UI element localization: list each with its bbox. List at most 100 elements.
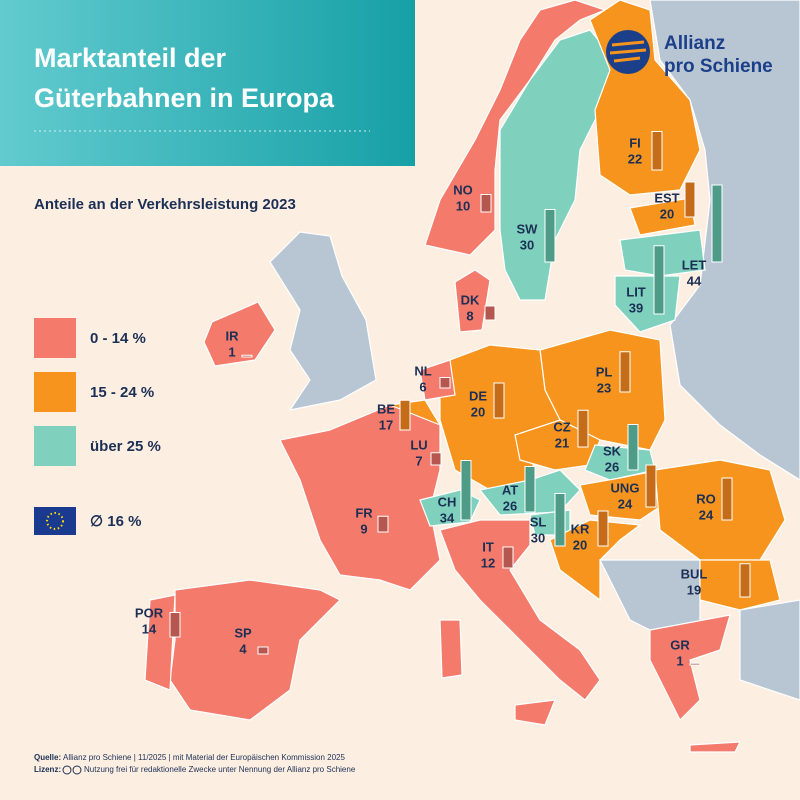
value-bar (480, 194, 492, 213)
country-value: 9 (360, 521, 367, 536)
country-value: 10 (456, 198, 470, 213)
country-code: CZ (553, 419, 570, 434)
legend-swatch (34, 372, 76, 412)
country-code: LIT (626, 284, 646, 299)
country-code: IR (226, 328, 240, 343)
country-value: 22 (628, 151, 642, 166)
value-bar (684, 181, 696, 218)
eu-flag (34, 507, 76, 535)
country-values: NO10SW30FI22EST20LET44LIT39DK8IR1NL6PL23… (135, 131, 751, 668)
title-line: Marktanteil der (34, 43, 227, 73)
country-code: KR (571, 521, 590, 536)
country-value: 21 (555, 435, 569, 450)
country-value: 44 (687, 273, 702, 288)
country-code: NO (453, 182, 473, 197)
country-code: CH (438, 494, 457, 509)
country-value: 34 (440, 510, 455, 525)
value-bar (493, 382, 505, 419)
header-panel (0, 0, 415, 166)
logo-stripes (609, 40, 647, 63)
legend-swatch (34, 318, 76, 358)
country-value: 7 (415, 453, 422, 468)
country-code: DE (469, 388, 487, 403)
country-value: 20 (573, 537, 587, 552)
value-bar (711, 184, 723, 263)
country-code: GR (670, 637, 690, 652)
value-bar (460, 460, 472, 521)
value-bar (241, 354, 253, 358)
country-code: FI (629, 135, 641, 150)
value-bar (484, 305, 496, 321)
country-value: 24 (618, 496, 633, 511)
subtitle: Anteile an der Verkehrsleistung 2023 (34, 196, 296, 213)
country-code: SP (234, 625, 252, 640)
value-bar (439, 377, 451, 389)
country-code: BE (377, 401, 395, 416)
country-value: 6 (419, 379, 426, 394)
license: Nutzung frei für redaktionelle Zwecke un… (84, 765, 356, 774)
value-bar (651, 131, 663, 171)
eu-average: ∅ 16 % (90, 513, 141, 530)
value-bar (377, 515, 389, 533)
country-code: NL (414, 363, 431, 378)
country-value: 26 (503, 498, 517, 513)
title-line: Güterbahnen in Europa (34, 83, 335, 113)
country-code: SL (530, 514, 547, 529)
value-bar (502, 546, 514, 569)
legend: ∅ 16 % 0 - 14 % 15 - 24 % über 25 % (34, 318, 161, 535)
value-bar (619, 351, 631, 393)
value-bar (169, 612, 181, 638)
country-value: 39 (629, 300, 643, 315)
country-code: AT (502, 482, 518, 497)
country-value: 1 (676, 653, 683, 668)
value-bar (653, 245, 665, 315)
country-value: 1 (228, 344, 235, 359)
country-code: PL (596, 364, 613, 379)
value-bar (430, 452, 442, 466)
country-code: FR (355, 505, 373, 520)
source-label: Quelle: (34, 753, 61, 762)
country-code: LET (682, 257, 707, 272)
value-bar (645, 464, 657, 508)
country-value: 4 (239, 641, 247, 656)
cc-icon (62, 765, 72, 775)
country-code: UNG (611, 480, 640, 495)
country-value: 17 (379, 417, 393, 432)
country-code: SK (603, 443, 622, 458)
value-bar (544, 209, 556, 263)
country-value: 26 (605, 459, 619, 474)
country-value: 20 (660, 206, 674, 221)
country-value: 12 (481, 555, 495, 570)
legend-label: 15 - 24 % (90, 384, 154, 401)
country-code: SW (517, 221, 539, 236)
country-code: POR (135, 605, 164, 620)
legend-label: über 25 % (90, 438, 161, 455)
by-icon (72, 765, 82, 775)
country-code: LU (410, 437, 427, 452)
legend-swatch (34, 426, 76, 466)
country-value: 8 (466, 308, 473, 323)
country-code: EST (654, 190, 679, 205)
value-bar (399, 399, 411, 431)
source: Allianz pro Schiene | 11/2025 | mit Mate… (63, 753, 345, 762)
country-value: 19 (687, 582, 701, 597)
country-value: 14 (142, 621, 157, 636)
value-bar (721, 477, 733, 521)
logo-text: Allianz (664, 33, 725, 54)
value-bar (257, 646, 269, 655)
country-value: 23 (597, 380, 611, 395)
value-bar (524, 466, 536, 513)
logo: Allianz pro Schiene (606, 30, 773, 77)
country-value: 20 (471, 404, 485, 419)
country-value: 24 (699, 507, 714, 522)
value-bar (689, 662, 701, 666)
value-bar (554, 493, 566, 547)
eu-stars (46, 512, 64, 530)
legend-label: 0 - 14 % (90, 330, 146, 347)
country-code: IT (482, 539, 494, 554)
value-bar (597, 510, 609, 547)
value-bar (739, 563, 751, 598)
country-code: RO (696, 491, 716, 506)
value-bar (627, 424, 639, 471)
